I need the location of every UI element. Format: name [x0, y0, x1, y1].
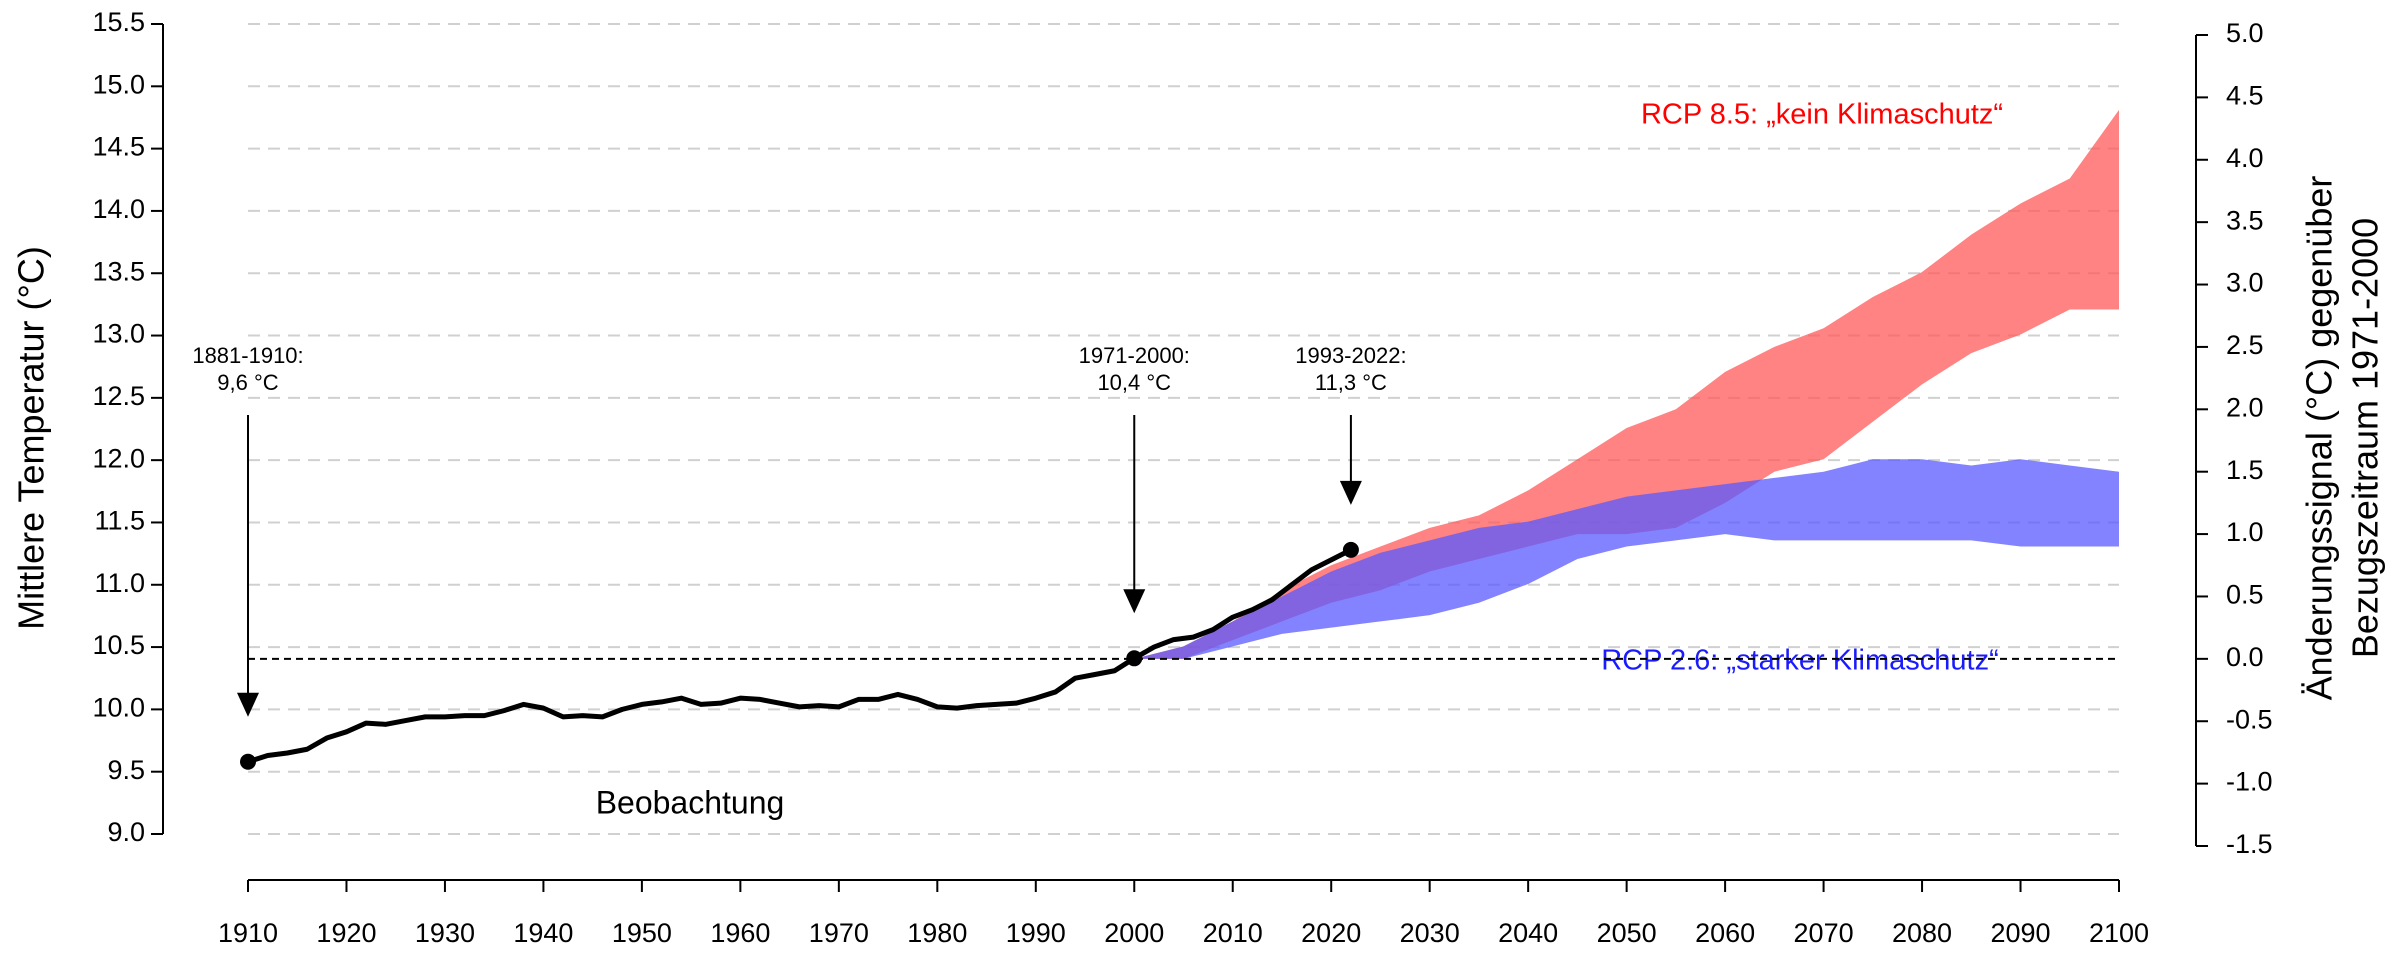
y-axis-title: Mittlere Temperatur (°C) — [11, 246, 52, 630]
x-tick-label: 2010 — [1203, 918, 1263, 948]
y-tick-label: 9.0 — [107, 817, 145, 847]
annotation-text: 1993-2022: — [1295, 343, 1406, 368]
x-tick-label: 2060 — [1695, 918, 1755, 948]
annotation-point — [1342, 541, 1359, 558]
scenario-band — [1134, 109, 2119, 659]
annotation-text: 1971-2000: — [1079, 343, 1190, 368]
x-tick-label: 1950 — [612, 918, 672, 948]
x-tick-label: 2090 — [1990, 918, 2050, 948]
y-tick-label: 12.0 — [92, 443, 145, 473]
annotation-arrowhead — [1123, 589, 1146, 614]
y-tick-label: 13.5 — [92, 256, 145, 286]
x-tick-label: 2050 — [1597, 918, 1657, 948]
y-tick-label: 14.5 — [92, 132, 145, 162]
annotation-point — [240, 753, 256, 770]
y2-tick-label: 4.0 — [2226, 143, 2264, 173]
annotation-text: 11,3 °C — [1315, 370, 1387, 395]
y-tick-label: 13.0 — [92, 319, 145, 349]
x-tick-label: 1940 — [513, 918, 573, 948]
x-tick-label: 2020 — [1301, 918, 1361, 948]
x-tick-label: 2070 — [1794, 918, 1854, 948]
y2-tick-label: 0.0 — [2226, 642, 2264, 672]
x-tick-label: 2100 — [2089, 918, 2149, 948]
y2-tick-label: 0.5 — [2226, 580, 2264, 610]
y-tick-label: 12.5 — [92, 381, 145, 411]
x-tick-label: 2000 — [1104, 918, 1164, 948]
observation-label: Beobachtung — [596, 784, 785, 820]
scenario-band — [1134, 459, 2119, 659]
y-tick-label: 11.0 — [94, 568, 145, 598]
observation-line — [247, 547, 1353, 765]
annotation-text: 10,4 °C — [1097, 370, 1171, 395]
y2-tick-label: 4.5 — [2226, 81, 2264, 111]
y2-axis-title: Änderungssignal (°C) gegenüber — [2299, 176, 2340, 701]
x-tick-label: 2030 — [1400, 918, 1460, 948]
x-tick-label: 1990 — [1006, 918, 1066, 948]
y-tick-label: 15.5 — [92, 7, 145, 37]
y2-tick-label: 2.0 — [2226, 392, 2264, 422]
y2-tick-label: -1.0 — [2226, 767, 2273, 797]
x-tick-label: 1980 — [907, 918, 967, 948]
band-label: RCP 2.6: „starker Klimaschutz“ — [1601, 645, 1999, 677]
y2-axis-title: Bezugszeitraum 1971-2000 — [2345, 218, 2386, 658]
y2-tick-label: 2.5 — [2226, 330, 2264, 360]
x-tick-label: 1930 — [415, 918, 475, 948]
y2-tick-label: 3.5 — [2226, 205, 2264, 235]
x-tick-label: 1910 — [218, 918, 278, 948]
y-tick-label: 15.0 — [92, 69, 145, 99]
y-tick-label: 14.0 — [92, 194, 145, 224]
y2-tick-label: -1.5 — [2226, 829, 2273, 859]
y-tick-label: 10.0 — [92, 693, 145, 723]
y-tick-label: 11.5 — [94, 506, 145, 536]
x-tick-label: 1960 — [710, 918, 770, 948]
x-tick-label: 2040 — [1498, 918, 1558, 948]
y2-tick-label: -0.5 — [2226, 704, 2273, 734]
y2-tick-label: 5.0 — [2226, 18, 2264, 48]
y2-tick-label: 1.0 — [2226, 517, 2264, 547]
annotation-arrowhead — [237, 692, 259, 717]
y2-tick-label: 1.5 — [2226, 455, 2264, 485]
x-tick-label: 1920 — [316, 918, 376, 948]
x-tick-label: 1970 — [809, 918, 869, 948]
y2-tick-label: 3.0 — [2226, 268, 2264, 298]
annotation-text: 1881-1910: — [192, 343, 303, 368]
band-label: RCP 8.5: „kein Klimaschutz“ — [1641, 99, 2003, 131]
x-tick-label: 2080 — [1892, 918, 1952, 948]
annotation-text: 9,6 °C — [217, 370, 278, 395]
annotation-point — [1126, 650, 1143, 667]
annotation-arrowhead — [1339, 480, 1362, 505]
y-tick-label: 10.5 — [92, 630, 145, 660]
y-tick-label: 9.5 — [107, 755, 145, 785]
